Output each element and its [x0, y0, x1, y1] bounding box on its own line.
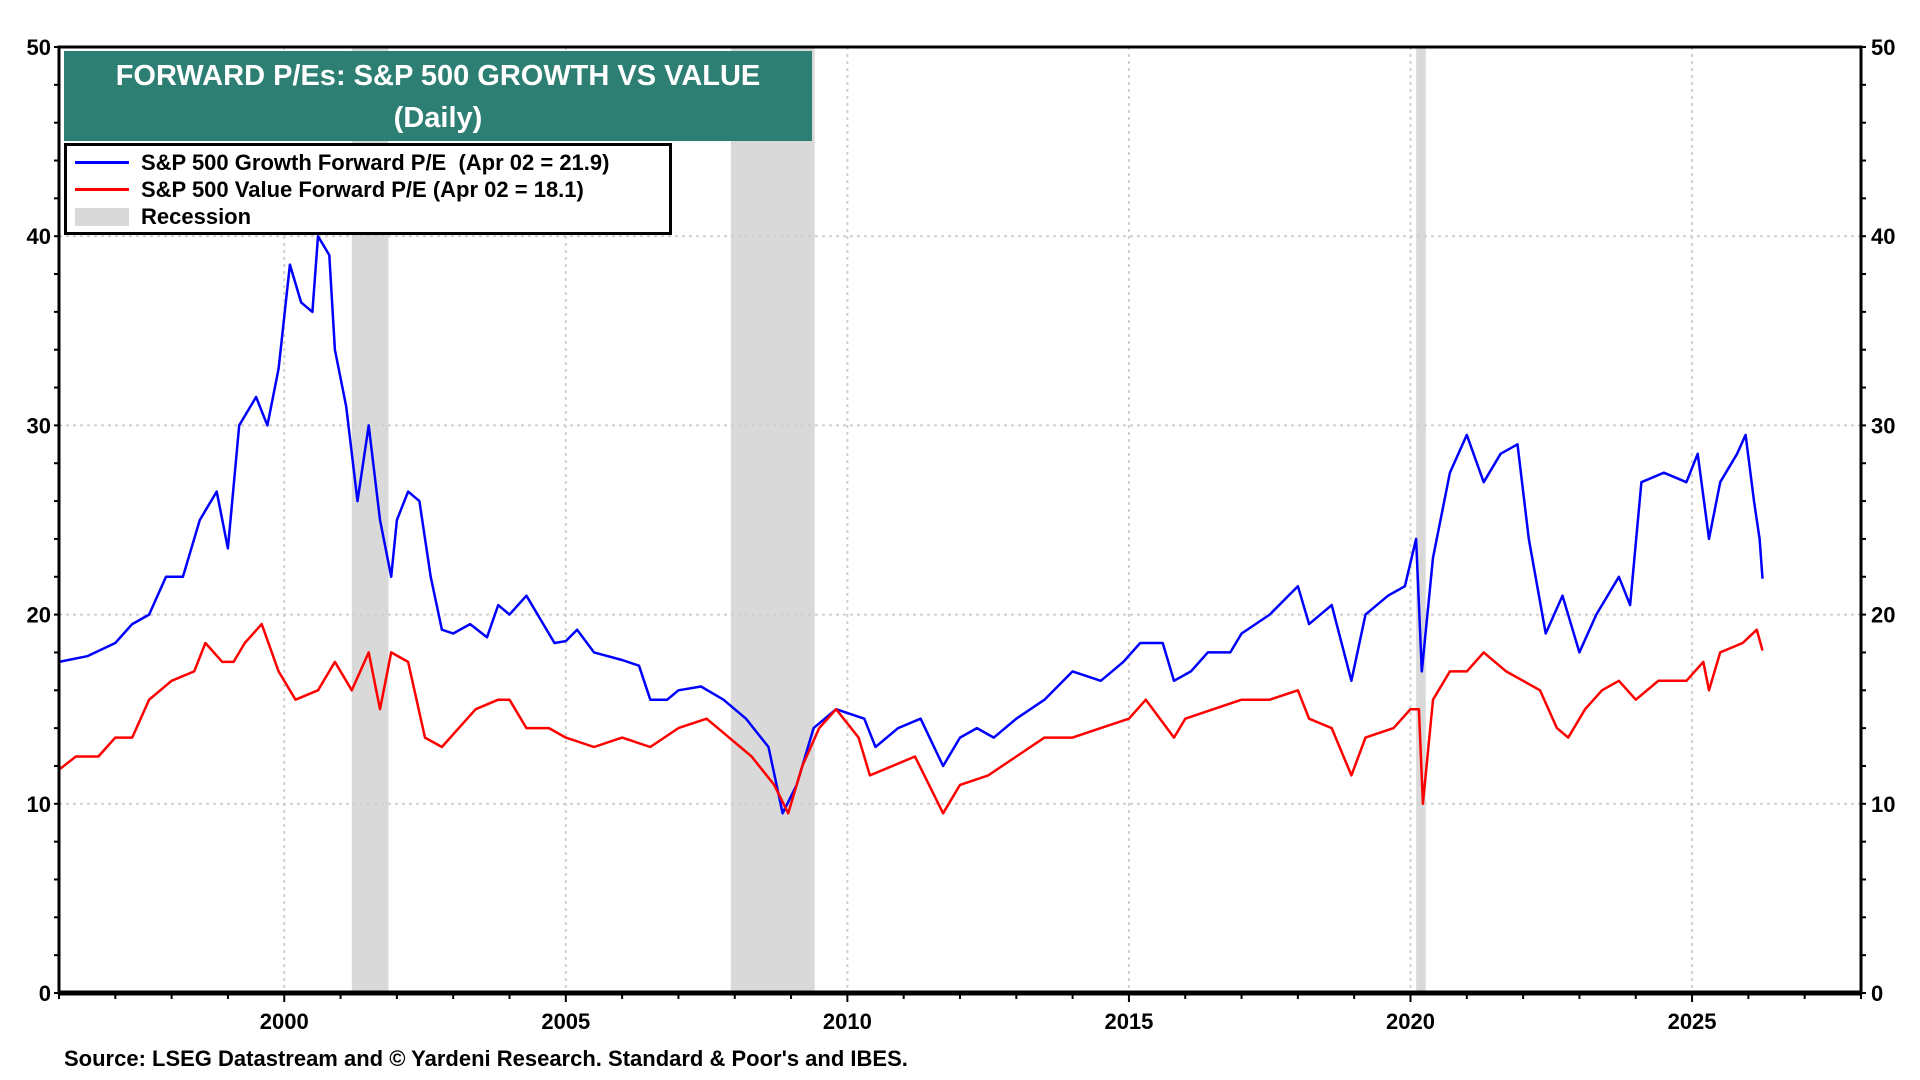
- chart-title-box: FORWARD P/Es: S&P 500 GROWTH VS VALUE (D…: [64, 51, 812, 141]
- legend-swatch-value: [75, 188, 129, 191]
- y-tick-label-left: 40: [27, 224, 51, 249]
- chart-subtitle: (Daily): [393, 102, 483, 134]
- y-tick-label-left: 30: [27, 413, 51, 438]
- x-tick-label: 2025: [1668, 1009, 1717, 1034]
- y-tick-label-right: 20: [1871, 603, 1895, 628]
- x-tick-label: 2010: [823, 1009, 872, 1034]
- legend-swatch-growth: [75, 161, 129, 164]
- legend-item-recession: Recession: [75, 203, 661, 230]
- y-tick-label-left: 50: [27, 35, 51, 60]
- x-tick-label: 2005: [541, 1009, 590, 1034]
- legend-item-growth: S&P 500 Growth Forward P/E (Apr 02 = 21.…: [75, 149, 661, 176]
- y-tick-label-right: 10: [1871, 792, 1895, 817]
- y-tick-label-left: 0: [39, 981, 51, 1006]
- recession-band: [1416, 47, 1426, 993]
- y-tick-label-right: 30: [1871, 413, 1895, 438]
- y-tick-label-right: 50: [1871, 35, 1895, 60]
- x-tick-label: 2015: [1104, 1009, 1153, 1034]
- legend: S&P 500 Growth Forward P/E (Apr 02 = 21.…: [64, 143, 672, 235]
- chart-title: FORWARD P/Es: S&P 500 GROWTH VS VALUE: [115, 60, 761, 92]
- legend-label-value: S&P 500 Value Forward P/E (Apr 02 = 18.1…: [141, 176, 584, 202]
- legend-item-value: S&P 500 Value Forward P/E (Apr 02 = 18.1…: [75, 176, 661, 203]
- recession-band: [730, 47, 815, 993]
- y-tick-label-left: 10: [27, 792, 51, 817]
- series-lines: [58, 234, 1764, 815]
- x-tick-label: 2020: [1386, 1009, 1435, 1034]
- y-tick-label-right: 0: [1871, 981, 1883, 1006]
- source-note: Source: LSEG Datastream and © Yardeni Re…: [64, 1046, 908, 1071]
- growth-pe-line: [58, 234, 1764, 815]
- value-pe-line: [58, 622, 1764, 815]
- legend-label-recession: Recession: [141, 203, 252, 229]
- y-tick-label-left: 20: [27, 603, 51, 628]
- legend-label-growth: S&P 500 Growth Forward P/E (Apr 02 = 21.…: [141, 149, 610, 175]
- legend-swatch-recession: [75, 207, 129, 226]
- y-tick-label-right: 40: [1871, 224, 1895, 249]
- x-tick-label: 2000: [260, 1009, 309, 1034]
